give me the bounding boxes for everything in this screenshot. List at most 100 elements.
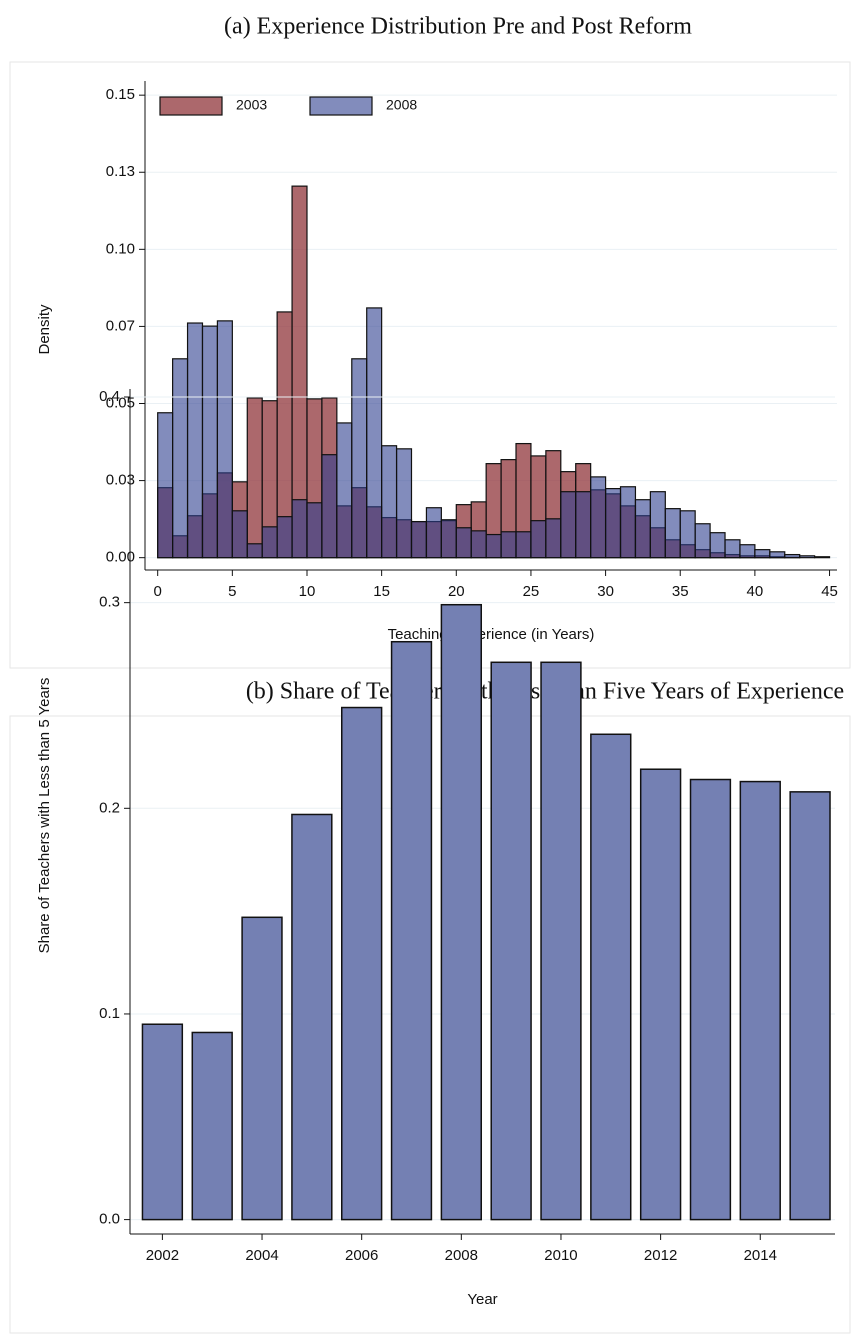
- y-tick-label: 0.10: [106, 240, 135, 257]
- x-tick-label: 40: [747, 583, 764, 600]
- bar: [739, 780, 781, 1221]
- histogram-bar: [634, 499, 651, 559]
- y-tick-label: 0.3: [99, 594, 120, 611]
- bar: [789, 791, 831, 1221]
- histogram-bar: [619, 486, 637, 559]
- x-tick-label: 2008: [445, 1247, 478, 1264]
- y-tick-label: 0.05: [106, 394, 135, 411]
- histogram-bar: [425, 507, 442, 559]
- bar: [590, 733, 632, 1221]
- histogram-bar: [560, 491, 577, 559]
- y-tick-label: 0.0: [99, 1211, 120, 1228]
- histogram-bar: [216, 320, 233, 559]
- x-tick-label: 10: [299, 583, 316, 600]
- bar: [191, 1031, 233, 1221]
- histogram-bar: [410, 520, 428, 559]
- bar: [490, 661, 532, 1221]
- histogram-bar: [381, 445, 398, 559]
- histogram-bar: [679, 510, 696, 559]
- x-tick-label: 2010: [544, 1247, 577, 1264]
- y-tick-label: 0.07: [106, 317, 135, 334]
- histogram-bar: [590, 476, 607, 559]
- bar: [291, 813, 333, 1221]
- histogram-bar: [246, 397, 263, 559]
- x-tick-label: 2004: [245, 1247, 278, 1264]
- histogram-bar: [575, 491, 592, 559]
- histogram-bar: [664, 508, 681, 559]
- histogram-bar: [351, 358, 368, 559]
- bar: [390, 640, 433, 1221]
- x-tick-label: 2006: [345, 1247, 378, 1264]
- y-tick-label: 0.1: [99, 1005, 120, 1022]
- y-tick-label: 0.4: [99, 388, 120, 405]
- histogram-bar: [754, 549, 771, 559]
- histogram-bar: [366, 307, 383, 559]
- histogram-bar: [246, 543, 263, 559]
- x-tick-label: 2012: [644, 1247, 677, 1264]
- x-tick-label: 20: [448, 583, 465, 600]
- bar: [540, 661, 582, 1221]
- x-tick-label: 5: [228, 583, 236, 600]
- histogram-bar: [500, 531, 517, 559]
- histogram-bar: [724, 539, 741, 559]
- histogram-bar: [694, 523, 711, 559]
- bar: [241, 916, 283, 1221]
- histogram-bar: [172, 358, 189, 559]
- y-tick-label: 0.03: [106, 472, 135, 489]
- y-tick-label: 0.13: [106, 163, 135, 180]
- histogram-bar: [261, 526, 278, 559]
- histogram-bar: [739, 544, 756, 559]
- bar: [440, 603, 483, 1221]
- histogram-bar: [231, 510, 248, 559]
- histogram-bar: [769, 551, 786, 559]
- legend-label: 2008: [386, 97, 417, 113]
- x-tick-label: 2014: [744, 1247, 777, 1264]
- histogram-bar: [455, 527, 472, 559]
- histogram-bar: [321, 454, 338, 559]
- x-tick-label: 15: [373, 583, 390, 600]
- y-tick-label: 0.15: [106, 86, 135, 103]
- histogram-bar: [515, 531, 532, 559]
- histogram-bar: [157, 412, 174, 559]
- x-tick-label: 45: [821, 583, 838, 600]
- histogram-bar: [186, 322, 204, 559]
- histogram-bar: [470, 530, 487, 559]
- histogram-bar: [530, 520, 547, 559]
- x-axis-label: Year: [467, 1291, 497, 1308]
- bar: [340, 706, 383, 1221]
- histogram-bar: [799, 555, 816, 559]
- legend-swatch: [309, 96, 373, 116]
- x-tick-label: 2002: [146, 1247, 179, 1264]
- histogram-bar: [649, 491, 666, 559]
- y-tick-label: 0.2: [99, 799, 120, 816]
- x-tick-label: 0: [154, 583, 162, 600]
- y-tick-label: 0.00: [106, 549, 135, 566]
- histogram-bar: [545, 518, 562, 559]
- panel-frame: [9, 61, 851, 669]
- bar: [689, 778, 732, 1221]
- histogram-bar: [440, 519, 457, 559]
- legend-label: 2003: [236, 97, 267, 113]
- histogram-bar: [306, 502, 323, 559]
- chart-title: (a) Experience Distribution Pre and Post…: [224, 14, 692, 40]
- histogram-bar: [336, 422, 353, 559]
- x-tick-label: 35: [672, 583, 689, 600]
- legend-swatch: [159, 96, 223, 116]
- histogram-bar: [201, 325, 219, 559]
- x-tick-label: 25: [523, 583, 540, 600]
- histogram-bar: [604, 488, 622, 559]
- histogram-bar: [276, 516, 293, 559]
- x-axis-label: Teaching Experience (in Years): [388, 626, 595, 643]
- x-tick-label: 30: [597, 583, 614, 600]
- histogram-bar: [709, 532, 726, 559]
- bar: [639, 768, 682, 1221]
- histogram-bar: [291, 499, 308, 559]
- bar: [141, 1023, 184, 1221]
- y-axis-label: Share of Teachers with Less than 5 Years: [36, 678, 53, 954]
- histogram-bar: [814, 556, 831, 559]
- histogram-bar: [485, 533, 502, 559]
- histogram-bar: [784, 553, 801, 559]
- histogram-bar: [395, 448, 413, 559]
- y-axis-label: Density: [36, 304, 53, 355]
